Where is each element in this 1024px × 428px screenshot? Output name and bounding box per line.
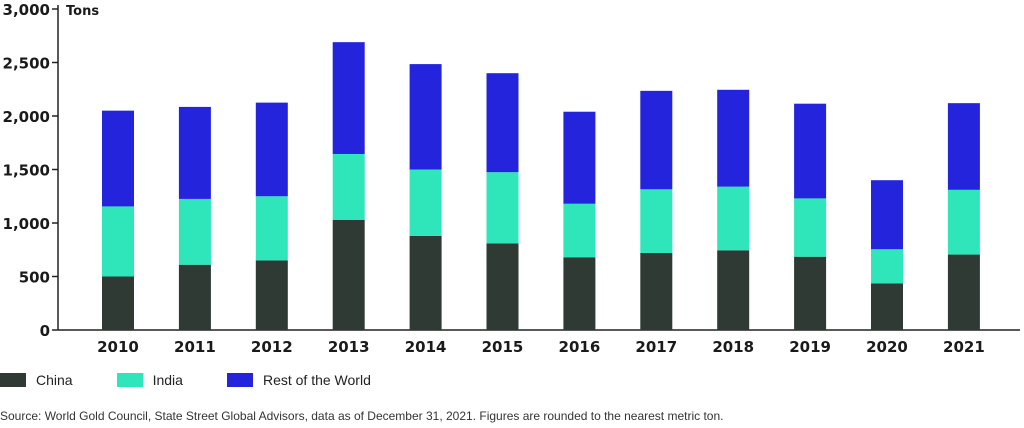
legend-item-china: China <box>0 372 73 388</box>
bar-segment-india-2010 <box>102 206 134 277</box>
legend-swatch-rest-of-world <box>226 373 253 387</box>
bar-segment-india-2021 <box>947 189 980 255</box>
bar-segment-rest-of-the-world-2011 <box>178 106 211 199</box>
x-tick-label: 2013 <box>328 338 370 356</box>
bar-segment-india-2011 <box>178 198 211 265</box>
x-tick-label: 2019 <box>789 338 831 356</box>
x-tick-label: 2012 <box>251 338 293 356</box>
source-note: Source: World Gold Council, State Street… <box>0 409 724 423</box>
bar-segment-china-2015 <box>486 243 519 330</box>
y-tick-label: 2,000 <box>3 108 50 126</box>
bar-segment-rest-of-the-world-2021 <box>947 103 980 190</box>
y-tick-label: 3,000 <box>3 1 50 19</box>
y-tick-label: 0 <box>40 322 50 340</box>
x-tick-label: 2021 <box>943 338 985 356</box>
bar-segment-india-2020 <box>871 249 903 284</box>
legend-label-india: India <box>152 372 183 388</box>
x-tick-label: 2016 <box>559 338 601 356</box>
bar-segment-china-2010 <box>102 276 134 330</box>
x-tick-label: 2015 <box>482 338 524 356</box>
bar-segment-rest-of-the-world-2014 <box>409 64 442 170</box>
bar-segment-rest-of-the-world-2015 <box>486 73 519 173</box>
bar-segment-india-2017 <box>640 189 673 253</box>
legend-item-rest-of-world: Rest of the World <box>226 372 371 388</box>
legend: China India Rest of the World <box>0 372 415 388</box>
bar-segment-china-2011 <box>178 264 211 330</box>
y-tick-label: 500 <box>19 269 50 287</box>
legend-label-rest-of-world: Rest of the World <box>262 372 371 388</box>
bar-segment-rest-of-the-world-2010 <box>102 110 134 207</box>
bar-segment-china-2021 <box>947 254 980 330</box>
bar-segment-india-2014 <box>409 169 442 236</box>
bar-segment-china-2012 <box>255 260 288 330</box>
legend-item-india: India <box>116 372 183 388</box>
x-tick-label: 2018 <box>712 338 754 356</box>
y-tick-label: 1,000 <box>3 215 50 233</box>
bar-segment-rest-of-the-world-2017 <box>640 90 673 190</box>
bar-segment-china-2019 <box>794 256 827 330</box>
legend-swatch-china <box>0 373 26 387</box>
bar-segment-china-2013 <box>332 219 365 330</box>
bar-segment-china-2017 <box>640 252 673 330</box>
x-tick-label: 2017 <box>635 338 677 356</box>
bar-segment-india-2013 <box>332 153 365 220</box>
bar-segment-india-2018 <box>717 186 750 251</box>
bars <box>102 42 980 330</box>
bar-segment-rest-of-the-world-2018 <box>717 89 750 187</box>
x-tick-label: 2014 <box>405 338 447 356</box>
legend-label-china: China <box>36 372 73 388</box>
x-tick-label: 2010 <box>97 338 139 356</box>
bar-segment-rest-of-the-world-2013 <box>332 42 365 154</box>
bar-segment-rest-of-the-world-2016 <box>563 111 596 204</box>
y-axis-unit-label: Tons <box>66 4 99 19</box>
bar-segment-rest-of-the-world-2020 <box>871 180 903 250</box>
bar-segment-rest-of-the-world-2012 <box>255 102 288 197</box>
y-tick-label: 1,500 <box>3 162 50 180</box>
bar-segment-china-2014 <box>409 235 442 330</box>
bar-segment-india-2016 <box>563 203 596 258</box>
y-tick-label: 2,500 <box>3 55 50 73</box>
x-tick-label: 2011 <box>174 338 216 356</box>
x-tick-labels: 2010 2011 2012 2013 2014 2015 2016 2017 2018 2019… <box>97 338 985 356</box>
bar-segment-india-2015 <box>486 172 519 244</box>
bar-segment-china-2016 <box>563 257 596 330</box>
bar-segment-china-2020 <box>871 283 903 330</box>
y-tick-labels: 0 500 1,000 1,500 2,000 2,500 3,000 <box>3 1 58 340</box>
x-tick-label: 2020 <box>866 338 908 356</box>
bar-segment-india-2019 <box>794 198 827 257</box>
bar-segment-china-2018 <box>717 250 750 330</box>
bar-segment-india-2012 <box>255 196 288 261</box>
bar-segment-rest-of-the-world-2019 <box>794 103 827 199</box>
legend-swatch-india <box>116 373 143 387</box>
